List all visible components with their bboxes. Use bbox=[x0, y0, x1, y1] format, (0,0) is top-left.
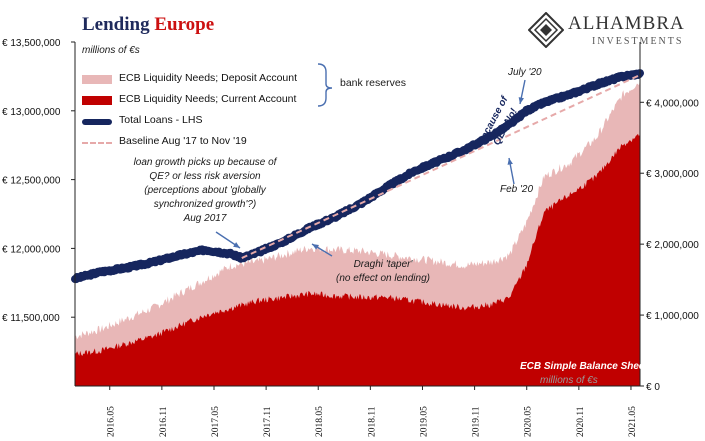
x-tick-label: 2020.05 bbox=[524, 406, 534, 437]
draghi-note-line-2: (no effect on lending) bbox=[336, 273, 430, 284]
legend-deposit-swatch bbox=[82, 75, 112, 84]
axes: € 13,500,000 € 13,000,000 € 12,500,000 € 12… bbox=[2, 38, 699, 437]
left-tick-label: € 12,500,000 bbox=[2, 176, 61, 187]
units-top: millions of €s bbox=[82, 45, 140, 56]
balance-sheet-label: ECB Simple Balance Sheet bbox=[520, 361, 648, 372]
x-tick-label: 2017.05 bbox=[211, 406, 221, 437]
right-tick-label: € 2,000,000 bbox=[646, 240, 699, 251]
right-tick-label: € 3,000,000 bbox=[646, 169, 699, 180]
right-tick-label: € 4,000,000 bbox=[646, 98, 699, 109]
x-tick-label: 2016.05 bbox=[107, 406, 117, 437]
right-tick-label: € 0 bbox=[646, 382, 660, 393]
legend-deposit-label: ECB Liquidity Needs; Deposit Account bbox=[119, 72, 298, 84]
legend-baseline-label: Baseline Aug '17 to Nov '19 bbox=[119, 135, 247, 147]
bracket-label: bank reserves bbox=[340, 77, 406, 89]
july20-arrow-head bbox=[518, 97, 524, 104]
units-bottom: millions of €s bbox=[540, 375, 598, 386]
x-tick-label: 2017.11 bbox=[263, 406, 273, 437]
draghi-note-line-1: Draghi 'taper' bbox=[353, 259, 413, 270]
qe-annotation: loan growth picks up because of QE? or l… bbox=[100, 156, 310, 226]
left-tick-label: € 13,500,000 bbox=[2, 38, 61, 49]
legend-baseline-swatch bbox=[82, 142, 112, 144]
chart-title: Lending Europe bbox=[82, 14, 214, 36]
feb20-arrow-head bbox=[507, 158, 513, 165]
x-tick-label: 2020.11 bbox=[576, 406, 586, 437]
feb20-annotation: Feb '20 bbox=[500, 184, 534, 195]
legend-loans-swatch bbox=[82, 119, 112, 125]
qe-note-line-2: QE? or less risk aversion bbox=[149, 171, 261, 182]
logo-name: ALHAMBRA bbox=[568, 13, 685, 34]
legend-current-swatch bbox=[82, 96, 112, 105]
x-tick-label: 2016.11 bbox=[159, 406, 169, 437]
left-tick-label: € 13,000,000 bbox=[2, 107, 61, 118]
x-tick-label: 2018.05 bbox=[315, 406, 325, 437]
title-europe: Europe bbox=[154, 14, 215, 35]
july20-annotation: July '20 bbox=[508, 67, 542, 78]
qe-note-line-3: (perceptions about 'globally bbox=[144, 185, 266, 196]
legend-bracket bbox=[317, 63, 333, 107]
legend-loans-label: Total Loans - LHS bbox=[119, 114, 203, 126]
x-tick-label: 2018.11 bbox=[367, 406, 377, 437]
right-tick-label: € 1,000,000 bbox=[646, 311, 699, 322]
qe-note-line-1: loan growth picks up because of bbox=[133, 157, 277, 168]
qe-note-line-5: Aug 2017 bbox=[183, 213, 227, 224]
x-tick-label: 2019.05 bbox=[419, 406, 429, 437]
draghi-annotation: Draghi 'taper' (no effect on lending) bbox=[318, 258, 448, 286]
title-lending: Lending bbox=[82, 14, 150, 35]
baseline-line bbox=[241, 74, 641, 259]
logo-subtitle: INVESTMENTS bbox=[592, 36, 684, 47]
annotation-marks bbox=[215, 63, 526, 257]
current-area bbox=[75, 133, 640, 386]
draghi-arrow-head bbox=[312, 244, 319, 250]
legend-current-label: ECB Liquidity Needs; Current Account bbox=[119, 93, 297, 105]
alhambra-logo: ALHAMBRA INVESTMENTS bbox=[528, 12, 700, 52]
left-tick-label: € 12,000,000 bbox=[2, 244, 61, 255]
series-lines bbox=[71, 69, 644, 284]
logo-diamond-icon bbox=[528, 12, 564, 48]
total-loans-line bbox=[71, 69, 644, 284]
x-tick-label: 2021.05 bbox=[628, 406, 638, 437]
qe-note-line-4: synchronized growth'?) bbox=[153, 199, 257, 210]
x-tick-label: 2019.11 bbox=[472, 406, 482, 437]
left-tick-label: € 11,500,000 bbox=[2, 313, 60, 324]
reserve-areas bbox=[75, 79, 640, 387]
qe-arrow-head bbox=[233, 242, 240, 248]
